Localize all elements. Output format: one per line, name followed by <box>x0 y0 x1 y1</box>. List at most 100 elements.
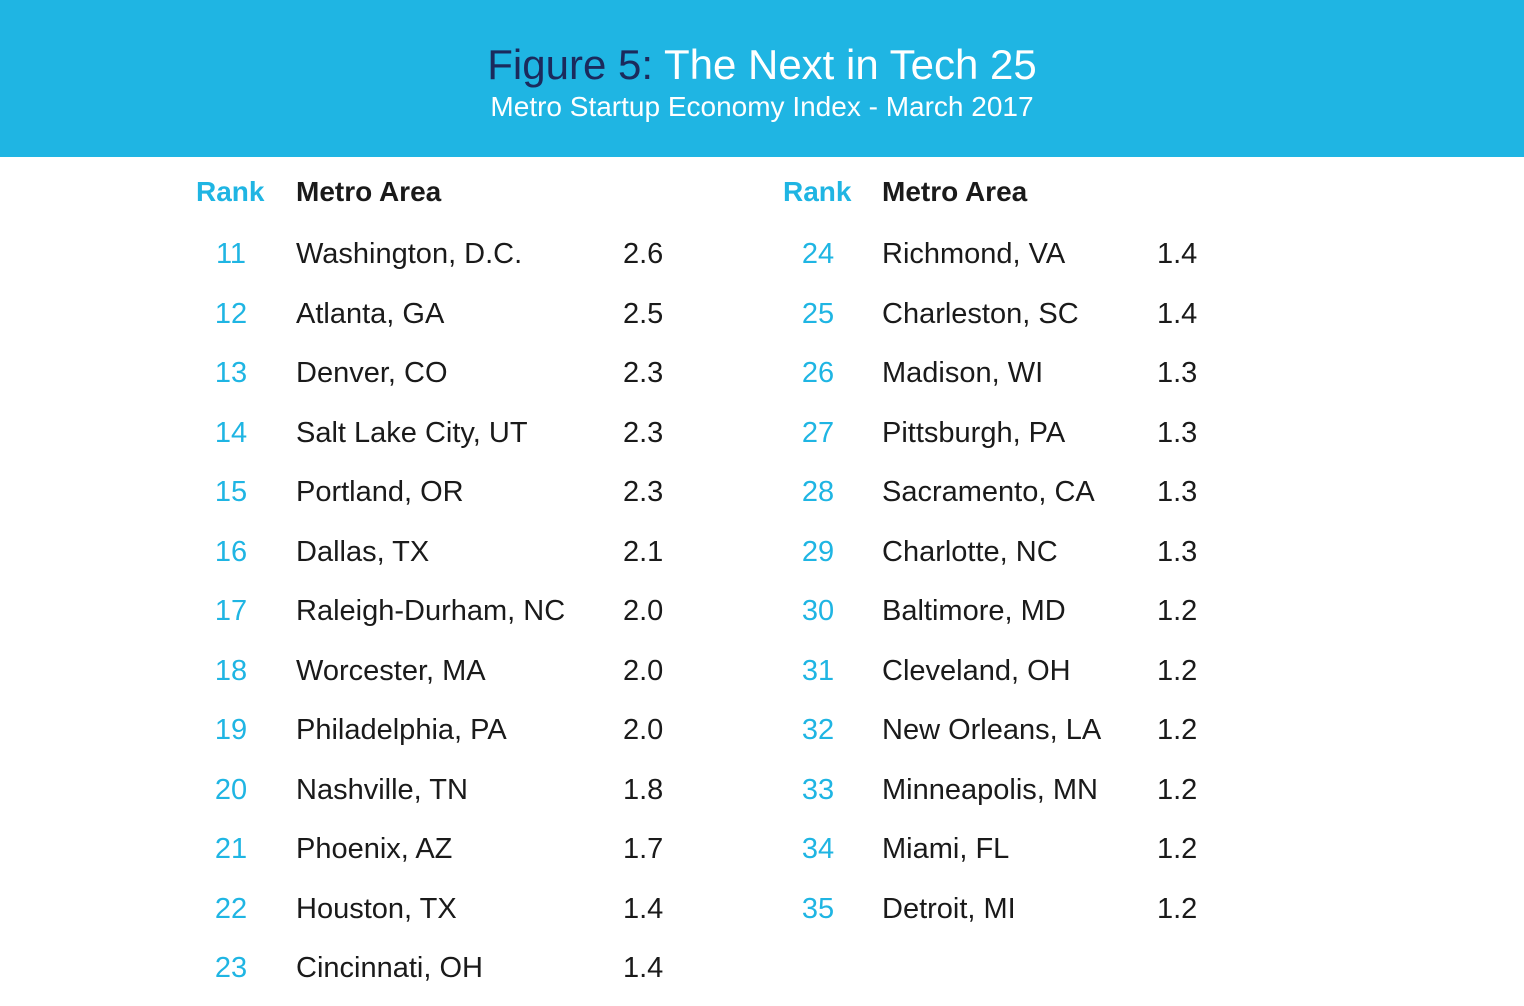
left-metro-cell: Washington, D.C. <box>296 238 523 270</box>
left-score-cell: 2.0 <box>623 595 664 627</box>
right-score-cell: 1.2 <box>1157 892 1198 925</box>
left-rank-cell: 18 <box>214 654 248 687</box>
right-metro-cell: Minneapolis, MN <box>882 773 1098 806</box>
left-metro-cell: Raleigh-Durham, NC <box>296 595 566 627</box>
right-table-row: 31 Cleveland, OH 1.2 <box>0 651 1524 691</box>
right-table-row: 28 Sacramento, CA 1.3 <box>0 472 1524 512</box>
right-metro-header: Metro Area <box>882 176 1028 207</box>
left-score-cell: 1.4 <box>623 892 664 925</box>
right-table-row: 25 Charleston, SC 1.4 <box>0 294 1524 334</box>
right-rank-cell: 28 <box>801 476 835 508</box>
figure-title: Figure 5: The Next in Tech 25 <box>0 40 1524 90</box>
right-table-row: 24 Richmond, VA 1.4 <box>0 234 1524 274</box>
left-rank-cell: 21 <box>214 833 248 865</box>
right-score-cell: 1.2 <box>1157 654 1198 687</box>
right-metro-cell: Cleveland, OH <box>882 654 1071 687</box>
left-metro-cell: Worcester, MA <box>296 654 486 687</box>
right-rank-cell: 27 <box>801 416 835 449</box>
left-table-row: 23 Cincinnati, OH 1.4 <box>0 948 1524 988</box>
left-table-row: 19 Philadelphia, PA 2.0 <box>0 710 1524 750</box>
left-metro-cell: Nashville, TN <box>296 773 468 806</box>
right-metro-cell: Richmond, VA <box>882 238 1066 270</box>
right-metro-cell: Sacramento, CA <box>882 476 1095 508</box>
right-rank-cell: 30 <box>801 595 835 627</box>
left-table-row: 12 Atlanta, GA 2.5 <box>0 294 1524 334</box>
left-score-cell: 2.5 <box>623 297 664 330</box>
left-score-cell: 1.8 <box>623 773 664 806</box>
right-rank-cell: 32 <box>801 714 835 746</box>
left-metro-cell: Portland, OR <box>296 476 464 508</box>
right-rank-cell: 25 <box>801 297 835 330</box>
left-rank-cell: 20 <box>214 773 248 806</box>
right-table-row: 30 Baltimore, MD 1.2 <box>0 591 1524 631</box>
right-rank-cell: 24 <box>801 238 835 270</box>
right-score-cell: 1.3 <box>1157 476 1198 508</box>
right-rank-cell: 29 <box>801 535 835 568</box>
right-rank-header: Rank <box>783 176 852 207</box>
right-table-row: 34 Miami, FL 1.2 <box>0 829 1524 869</box>
left-metro-cell: Dallas, TX <box>296 535 430 568</box>
figure-title-prefix: Figure 5: <box>487 41 654 88</box>
left-rank-cell: 12 <box>214 297 248 330</box>
right-rank-cell: 33 <box>801 773 835 806</box>
left-metro-cell: Houston, TX <box>296 892 457 925</box>
right-table-row: 29 Charlotte, NC 1.3 <box>0 532 1524 572</box>
right-score-cell: 1.2 <box>1157 714 1198 746</box>
right-score-cell: 1.2 <box>1157 833 1198 865</box>
left-metro-cell: Salt Lake City, UT <box>296 416 528 449</box>
left-table-row: 17 Raleigh-Durham, NC 2.0 <box>0 591 1524 631</box>
left-score-cell: 2.3 <box>623 357 664 389</box>
left-metro-cell: Atlanta, GA <box>296 297 445 330</box>
left-metro-cell: Denver, CO <box>296 357 448 389</box>
left-rank-cell: 17 <box>214 595 248 627</box>
left-table-row: 18 Worcester, MA 2.0 <box>0 651 1524 691</box>
right-rank-cell: 34 <box>801 833 835 865</box>
left-table-row: 13 Denver, CO 2.3 <box>0 353 1524 393</box>
right-metro-cell: New Orleans, LA <box>882 714 1102 746</box>
left-metro-cell: Cincinnati, OH <box>296 952 483 984</box>
left-score-cell: 2.0 <box>623 654 664 687</box>
left-metro-cell: Philadelphia, PA <box>296 714 507 746</box>
right-metro-cell: Charleston, SC <box>882 297 1079 330</box>
left-rank-cell: 11 <box>215 238 247 270</box>
right-metro-cell: Pittsburgh, PA <box>882 416 1066 449</box>
left-score-cell: 1.7 <box>623 833 664 865</box>
left-metro-header: Metro Area <box>296 176 442 207</box>
figure-title-main: The Next in Tech 25 <box>653 41 1037 88</box>
right-metro-cell: Detroit, MI <box>882 892 1016 925</box>
right-score-cell: 1.2 <box>1157 773 1198 806</box>
left-score-cell: 2.6 <box>623 238 664 270</box>
right-score-cell: 1.3 <box>1157 535 1198 568</box>
right-score-cell: 1.3 <box>1157 357 1198 389</box>
left-table-row: 15 Portland, OR 2.3 <box>0 472 1524 512</box>
title-banner: Figure 5: The Next in Tech 25 Metro Star… <box>0 0 1524 157</box>
figure-subtitle: Metro Startup Economy Index - March 2017 <box>490 91 1034 122</box>
left-score-cell: 2.1 <box>623 535 664 568</box>
left-rank-cell: 16 <box>214 535 248 568</box>
left-rank-header: Rank <box>196 176 265 207</box>
right-table-row: 32 New Orleans, LA 1.2 <box>0 710 1524 750</box>
right-score-cell: 1.4 <box>1157 297 1198 330</box>
left-score-cell: 2.3 <box>623 416 664 449</box>
left-score-cell: 1.4 <box>623 952 664 984</box>
right-table-row: 26 Madison, WI 1.3 <box>0 353 1524 393</box>
left-table-row: 16 Dallas, TX 2.1 <box>0 532 1524 572</box>
right-rank-cell: 31 <box>801 654 835 687</box>
left-rank-cell: 15 <box>214 476 248 508</box>
left-table-row: 20 Nashville, TN 1.8 <box>0 770 1524 810</box>
left-table-row: 21 Phoenix, AZ 1.7 <box>0 829 1524 869</box>
right-table-row: 35 Detroit, MI 1.2 <box>0 889 1524 929</box>
left-table-row: 11 Washington, D.C. 2.6 <box>0 234 1524 274</box>
left-rank-cell: 13 <box>214 357 248 389</box>
left-score-cell: 2.0 <box>623 714 664 746</box>
left-table-row: 22 Houston, TX 1.4 <box>0 889 1524 929</box>
right-metro-cell: Madison, WI <box>882 357 1044 389</box>
left-metro-cell: Phoenix, AZ <box>296 833 453 865</box>
left-rank-cell: 23 <box>214 952 248 984</box>
left-score-cell: 2.3 <box>623 476 664 508</box>
right-score-cell: 1.2 <box>1157 595 1198 627</box>
right-score-cell: 1.3 <box>1157 416 1198 449</box>
left-rank-cell: 19 <box>214 714 248 746</box>
